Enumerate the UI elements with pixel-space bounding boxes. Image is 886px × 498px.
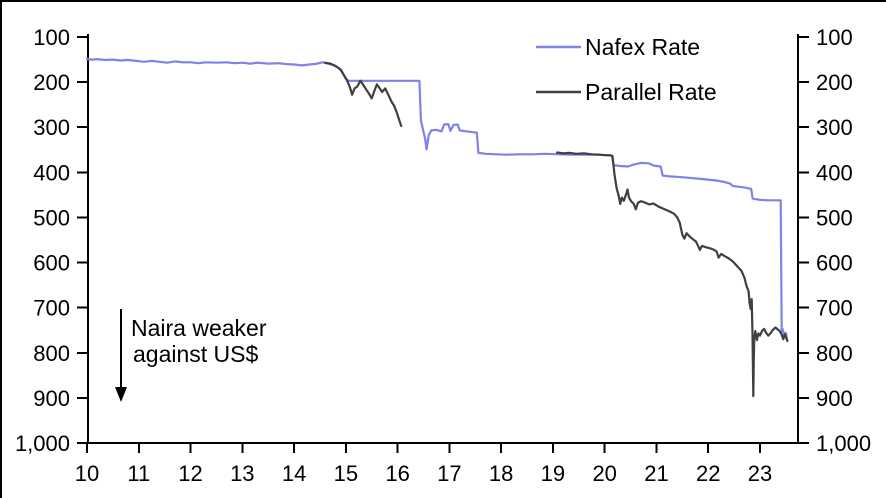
- y-axis-left-tick-label: 1,000: [15, 431, 70, 456]
- y-axis-left-tick-label: 900: [33, 386, 70, 411]
- y-axis-right-tick-label: 400: [816, 160, 853, 185]
- parallel-rate-line: [555, 151, 789, 398]
- nafex-rate-legend-label: Nafex Rate: [585, 34, 700, 60]
- y-axis-left-tick-label: 400: [33, 160, 70, 185]
- x-axis-tick-label: 13: [230, 461, 254, 486]
- y-axis-left-tick-label: 100: [33, 25, 70, 50]
- annotation: Naira weaker against US$: [115, 309, 267, 402]
- x-axis-tick-label: 10: [75, 461, 99, 486]
- y-axis-right-tick-label: 800: [816, 341, 853, 366]
- x-axis-tick-label: 19: [541, 461, 565, 486]
- y-axis-right-tick-label: 300: [816, 115, 853, 140]
- x-axis-tick-label: 21: [644, 461, 668, 486]
- annotation-line2: against US$: [133, 341, 259, 367]
- legend: Nafex Rate Parallel Rate: [536, 34, 717, 105]
- y-axis-right-tick-label: 700: [816, 296, 853, 321]
- parallel-rate-legend-label: Parallel Rate: [585, 79, 717, 105]
- y-axis-left-tick-label: 200: [33, 70, 70, 95]
- axes: 100 100 200 200 300 300 400 400 500 500 600 600 700 7…: [15, 25, 871, 486]
- y-axis-left-tick-label: 700: [33, 296, 70, 321]
- y-axis-right-tick-label: 200: [816, 70, 853, 95]
- x-axis-tick-label: 20: [592, 461, 616, 486]
- x-axis-tick-label: 11: [127, 461, 150, 486]
- x-axis-tick-label: 15: [334, 461, 358, 486]
- down-arrow-head-icon: [115, 387, 127, 402]
- y-axis-left-tick-label: 800: [33, 341, 70, 366]
- x-axis-tick-label: 22: [696, 461, 720, 486]
- parallel-rate-line: [324, 61, 403, 128]
- y-axis-right-tick-label: 100: [816, 25, 853, 50]
- y-axis-right-tick-label: 600: [816, 251, 853, 276]
- y-axis-right-tick-label: 500: [816, 205, 853, 230]
- x-axis-tick-label: 23: [748, 461, 772, 486]
- x-axis-tick-label: 18: [489, 461, 513, 486]
- y-axis-right-tick-label: 900: [816, 386, 853, 411]
- y-axis-left-tick-label: 500: [33, 205, 70, 230]
- x-axis-tick-label: 12: [178, 461, 202, 486]
- y-axis-right-tick-label: 1,000: [816, 431, 871, 456]
- annotation-line1: Naira weaker: [131, 315, 267, 341]
- x-axis-tick-label: 17: [437, 461, 461, 486]
- x-axis-tick-label: 16: [385, 461, 409, 486]
- series: [85, 57, 789, 398]
- nafex-rate-line: [85, 57, 789, 340]
- y-axis-left-tick-label: 300: [33, 115, 70, 140]
- x-axis-tick-label: 14: [282, 461, 306, 486]
- y-axis-left-tick-label: 600: [33, 251, 70, 276]
